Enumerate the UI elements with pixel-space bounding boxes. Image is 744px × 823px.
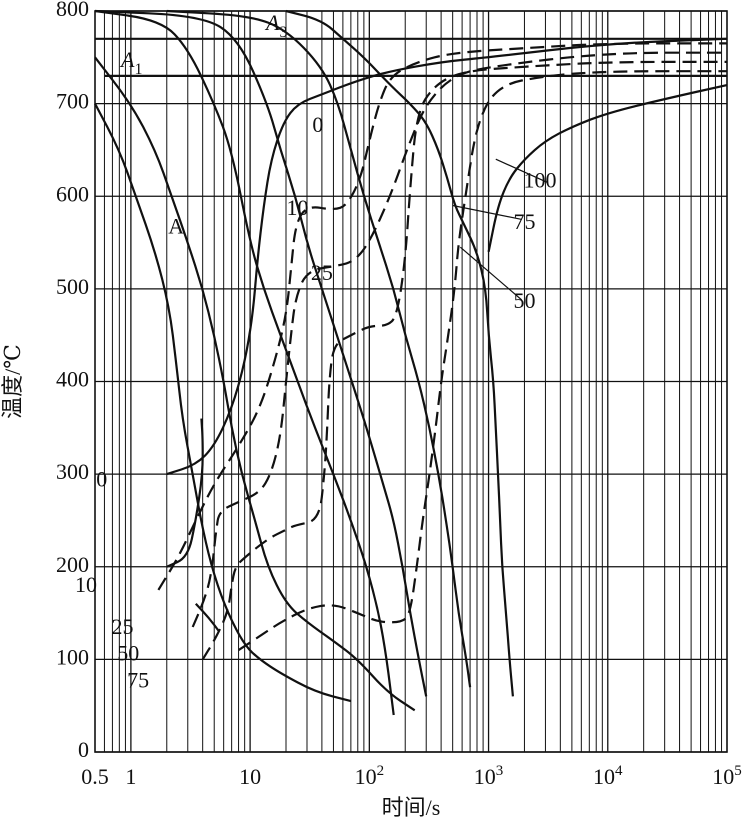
x-tick-exponent: 4: [615, 763, 623, 779]
solid-curve-s10: [194, 603, 221, 633]
x-tick-label: 102: [355, 763, 385, 789]
solid-curve-s4: [94, 9, 428, 697]
curve-label: 10: [287, 195, 309, 220]
curve-label: 100: [523, 167, 556, 192]
x-tick-exponent: 2: [377, 763, 385, 779]
dashed-curve-d1: [157, 42, 727, 591]
plot-frame: [94, 10, 728, 753]
solid-curve-s7: [166, 37, 728, 476]
leader-line: [495, 158, 548, 183]
x-axis-label: 时间/s: [382, 795, 441, 820]
x-tick-label: 104: [593, 763, 623, 789]
x-tick-exponent: 5: [734, 763, 742, 779]
curve-label: 0: [312, 112, 323, 137]
curve-label: 75: [127, 668, 149, 693]
reference-label-subscript: 3: [279, 24, 287, 41]
y-tick-label: 800: [56, 0, 89, 21]
curve-label: 75: [513, 209, 535, 234]
curve-label: 0: [96, 467, 107, 492]
solid-curve-s3: [94, 9, 395, 716]
y-tick-label: 0: [78, 737, 89, 762]
x-tick-label: 10: [239, 764, 261, 789]
region-label: A: [168, 214, 184, 239]
x-tick-exponent: 3: [496, 763, 504, 779]
dashed-curve-d2: [191, 51, 727, 628]
y-tick-label: 700: [56, 89, 89, 114]
solid-curve-s5: [166, 9, 472, 688]
x-tick-label: 103: [474, 763, 504, 789]
y-tick-label: 100: [56, 644, 89, 669]
y-tick-label: 500: [56, 274, 89, 299]
y-tick-label: 400: [56, 367, 89, 392]
label-leader-lines: [452, 158, 548, 301]
y-tick-label: 600: [56, 181, 89, 206]
x-tick-label: 1: [125, 764, 136, 789]
dashed-curve-d3: [201, 60, 727, 660]
solid-curve-s8: [487, 84, 728, 253]
y-tick-label: 200: [56, 552, 89, 577]
dashed-curve-d4: [237, 70, 727, 652]
curve-label: 25: [111, 614, 133, 639]
grid-lines: [94, 10, 727, 753]
x-tick-label: 105: [712, 763, 742, 789]
leader-line: [452, 204, 522, 220]
y-tick-label: 300: [56, 459, 89, 484]
solid-curve-s1: [94, 103, 352, 703]
curve-label: 25: [311, 260, 333, 285]
curve-label: 50: [513, 288, 535, 313]
x-tick-label: 0.5: [81, 764, 109, 789]
leader-line: [459, 246, 523, 301]
curve-label: 50: [117, 641, 139, 666]
reference-label-subscript: 1: [134, 61, 142, 78]
y-axis-label: 温度/℃: [0, 344, 25, 419]
curve-label: 10: [75, 572, 97, 597]
solid-curve-s6: [285, 9, 514, 697]
solid-curve-s2: [94, 56, 416, 712]
transformation-curves: [94, 9, 728, 716]
